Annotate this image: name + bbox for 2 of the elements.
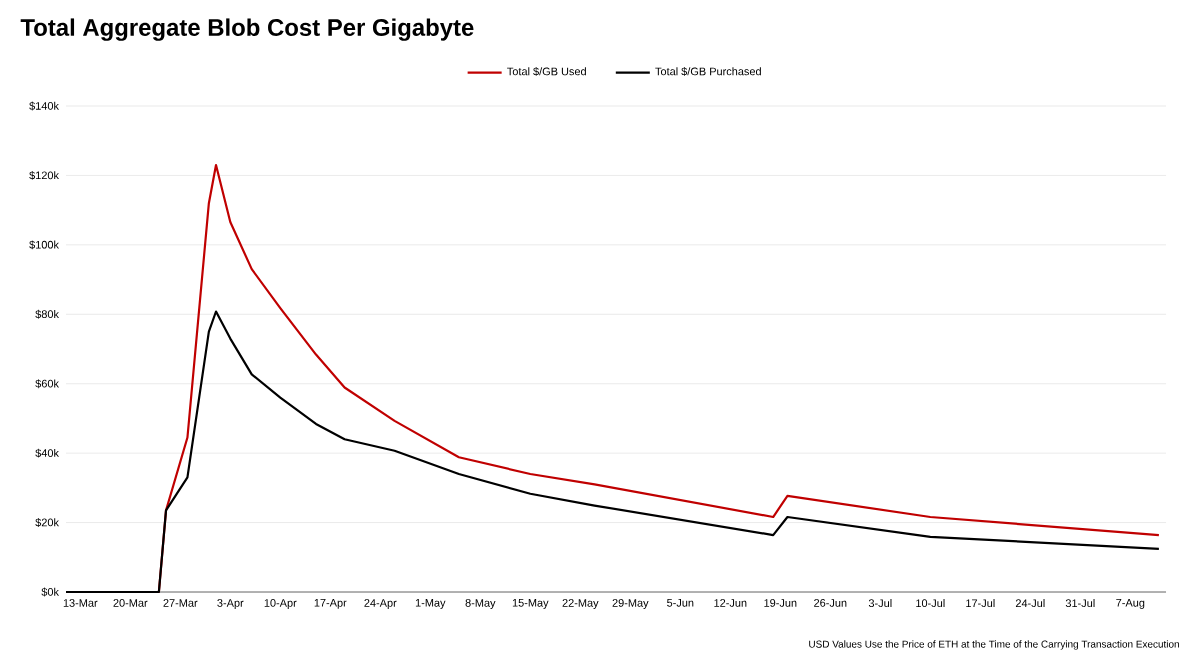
chart-title: Total Aggregate Blob Cost Per Gigabyte	[20, 18, 474, 41]
line-series	[64, 310, 1160, 594]
